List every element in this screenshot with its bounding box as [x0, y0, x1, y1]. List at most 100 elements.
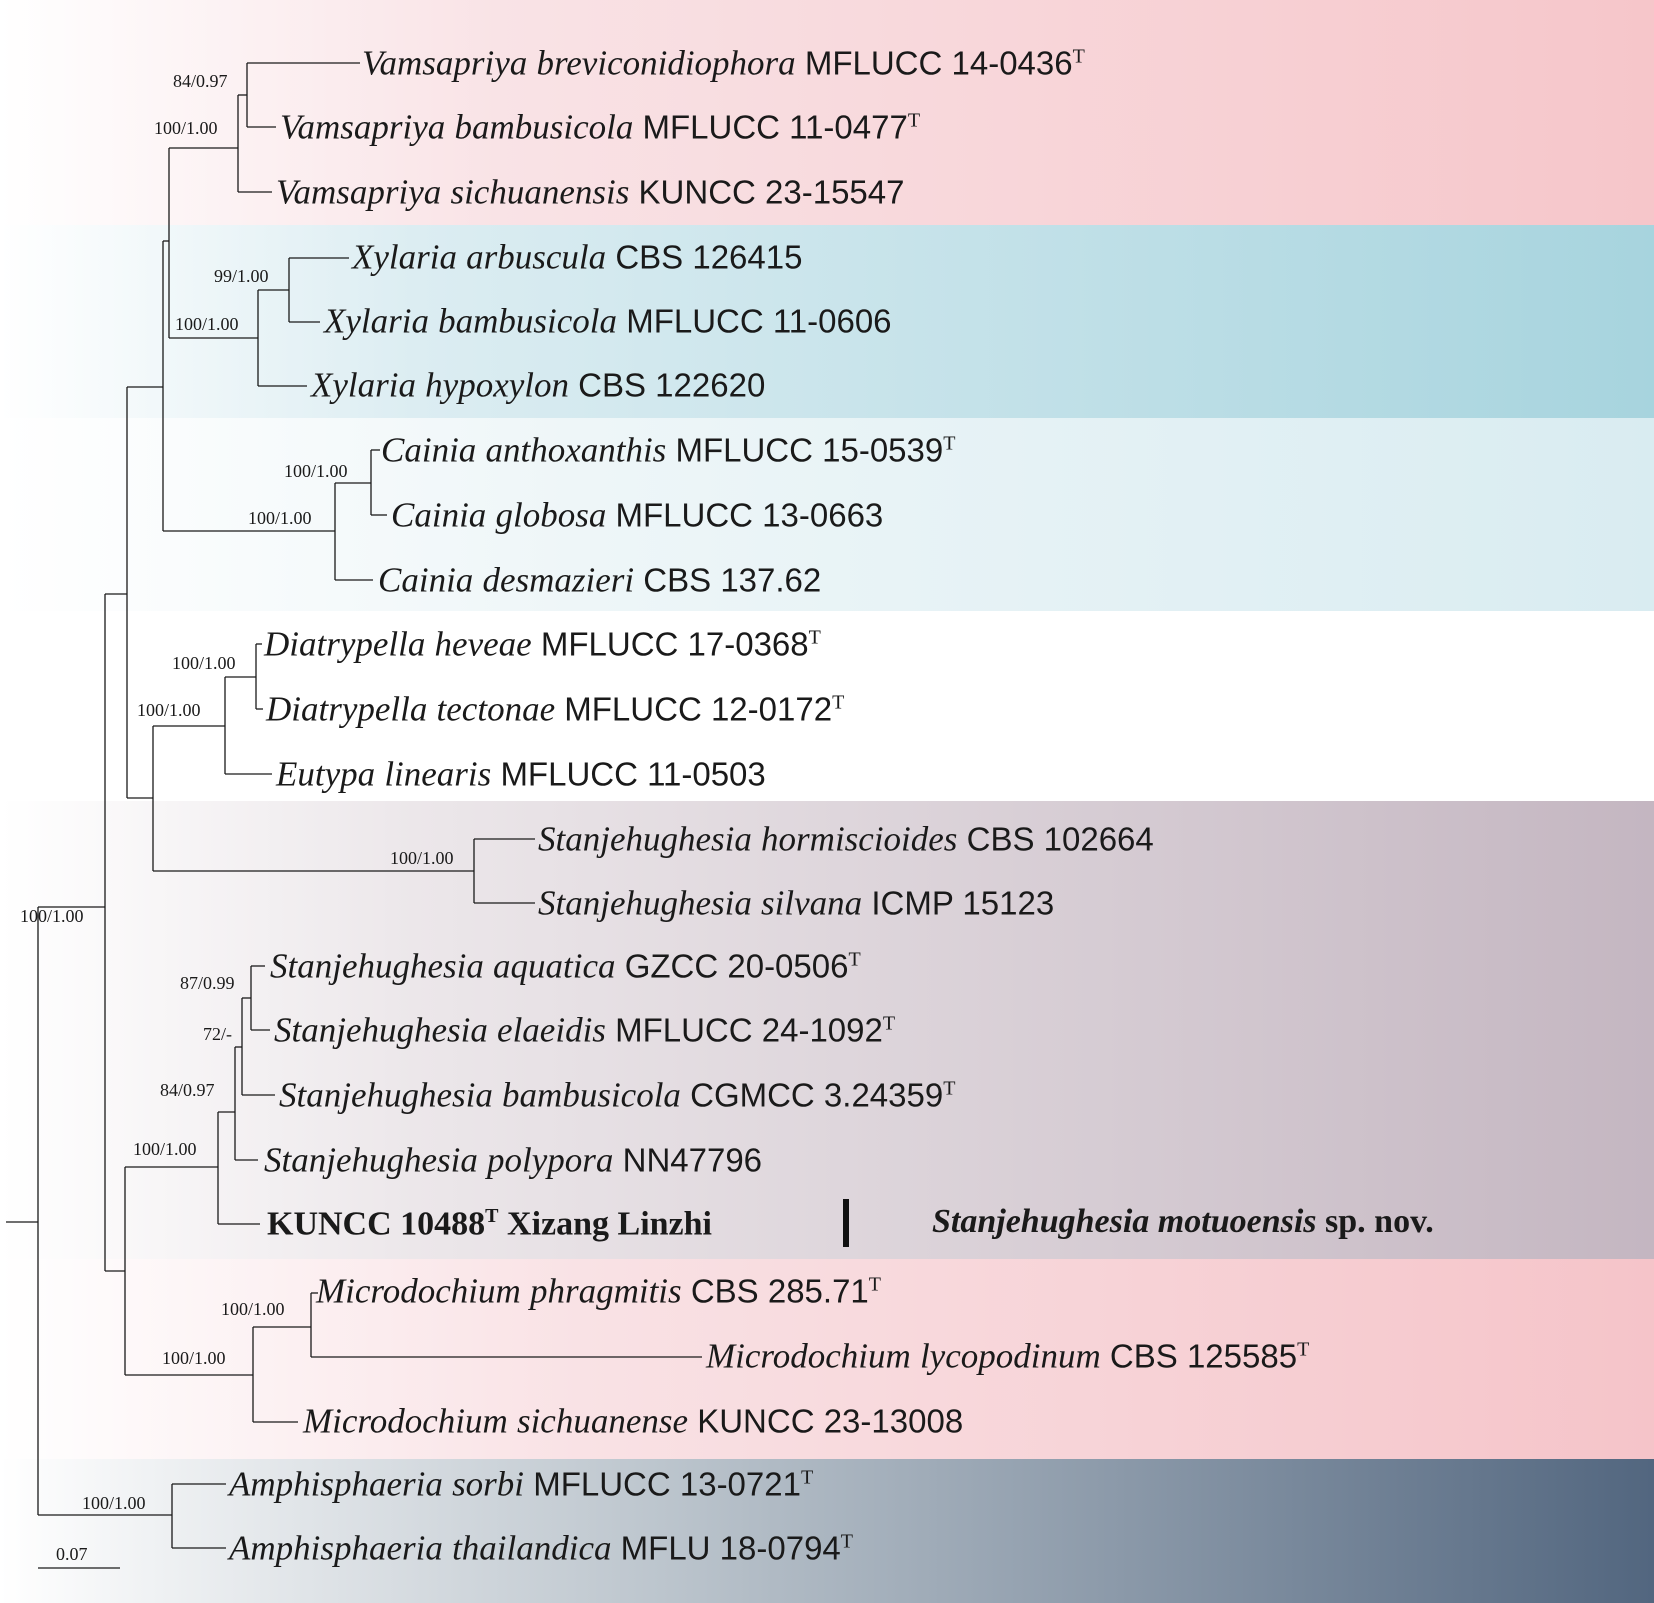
- support-value: 100/1.00: [390, 848, 454, 868]
- strain-number: KUNCC 10488: [267, 1205, 486, 1243]
- taxon-label: Diatrypella tectonae MFLUCC 12-0172T: [266, 689, 844, 729]
- taxon-label: Cainia anthoxanthis MFLUCC 15-0539T: [381, 430, 956, 470]
- genus-name: Diatrypella: [264, 624, 426, 664]
- genus-name: Stanjehughesia: [538, 819, 752, 859]
- genus-name: Amphisphaeria: [229, 1464, 443, 1504]
- species-epithet: elaeidis: [497, 1010, 606, 1050]
- species-epithet: tectonae: [436, 689, 556, 729]
- strain-number: MFLU 18-0794: [620, 1529, 841, 1567]
- type-strain-mark: T: [848, 948, 861, 971]
- support-value: 100/1.00: [172, 653, 236, 673]
- species-epithet: desmazieri: [482, 560, 635, 600]
- strain-number: MFLUCC 13-0663: [615, 496, 884, 534]
- taxon-label: Stanjehughesia silvana ICMP 15123: [538, 883, 1054, 923]
- amphisphaeria-clade-band: [0, 1459, 1654, 1603]
- support-value: 100/1.00: [133, 1139, 197, 1159]
- species-epithet: thailandica: [452, 1528, 612, 1568]
- support-value: 100/1.00: [82, 1493, 146, 1513]
- species-epithet: aquatica: [493, 946, 616, 986]
- support-value: 99/1.00: [214, 266, 269, 286]
- strain-number: CBS 125585: [1109, 1337, 1298, 1375]
- species-epithet: bambusicola: [454, 107, 634, 147]
- species-epithet: arbuscula: [466, 237, 607, 277]
- genus-name: Microdochium: [706, 1336, 911, 1376]
- strain-number: GZCC 20-0506: [624, 947, 849, 985]
- taxon-label: Amphisphaeria thailandica MFLU 18-0794T: [229, 1528, 853, 1568]
- strain-number: MFLUCC 17-0368: [540, 625, 809, 663]
- taxon-label: Vamsapriya breviconidiophora MFLUCC 14-0…: [362, 43, 1085, 83]
- genus-name: Cainia: [381, 430, 477, 470]
- support-value: 100/1.00: [20, 906, 84, 926]
- taxon-label: Cainia desmazieri CBS 137.62: [378, 560, 822, 600]
- type-strain-mark: T: [943, 1077, 956, 1100]
- species-epithet: sorbi: [452, 1464, 525, 1504]
- taxon-label: Microdochium phragmitis CBS 285.71T: [316, 1271, 881, 1311]
- diatrypella-eutypa-clade-band: [0, 611, 1654, 801]
- type-strain-mark: T: [840, 1530, 853, 1553]
- taxon-label: Vamsapriya bambusicola MFLUCC 11-0477T: [280, 107, 921, 147]
- species-epithet: lycopodinum: [919, 1336, 1101, 1376]
- scale-bar-label: 0.07: [56, 1544, 88, 1564]
- species-epithet: hormiscioides: [761, 819, 958, 859]
- species-epithet: bambusicola: [502, 1075, 681, 1115]
- support-value: 100/1.00: [175, 314, 239, 334]
- support-value: 84/0.97: [160, 1080, 215, 1100]
- support-value: 100/1.00: [248, 508, 312, 528]
- taxon-label: Cainia globosa MFLUCC 13-0663: [391, 495, 884, 535]
- strain-number: KUNCC 23-13008: [697, 1402, 964, 1440]
- type-strain-mark: T: [485, 1205, 499, 1228]
- strain-number: KUNCC 23-15547: [638, 173, 905, 211]
- genus-name: Stanjehughesia: [264, 1140, 478, 1180]
- new-strain-label: KUNCC 10488T Xizang Linzhi: [267, 1205, 712, 1243]
- support-value: 87/0.99: [180, 973, 235, 993]
- taxon-label: Xylaria arbuscula CBS 126415: [352, 237, 802, 277]
- strain-number: MFLUCC 11-0606: [626, 302, 892, 340]
- genus-name: Microdochium: [316, 1271, 521, 1311]
- vamsapriya-clade-band: [0, 0, 1654, 225]
- support-value: 100/1.00: [137, 700, 201, 720]
- species-epithet: hypoxylon: [425, 365, 569, 405]
- support-value: 100/1.00: [162, 1348, 226, 1368]
- genus-name: Cainia: [391, 495, 487, 535]
- strain-number: MFLUCC 11-0503: [500, 755, 766, 793]
- species-epithet: globosa: [495, 495, 607, 535]
- strain-number: MFLUCC 14-0436: [804, 44, 1073, 82]
- type-strain-mark: T: [800, 1466, 814, 1489]
- new-species-label: Stanjehughesia motuoensis sp. nov.: [932, 1203, 1434, 1241]
- taxon-label: Eutypa linearis MFLUCC 11-0503: [276, 755, 766, 793]
- strain-number: CBS 285.71: [690, 1272, 869, 1310]
- species-epithet: anthoxanthis: [485, 430, 667, 470]
- genus-name: Amphisphaeria: [229, 1528, 443, 1568]
- support-value: 100/1.00: [221, 1299, 285, 1319]
- species-epithet: sichuanensis: [450, 172, 630, 212]
- taxon-label: Xylaria hypoxylon CBS 122620: [311, 365, 765, 405]
- new-species-name: Stanjehughesia motuoensis: [932, 1203, 1317, 1240]
- taxon-label: Microdochium sichuanense KUNCC 23-13008: [303, 1402, 964, 1440]
- strain-number: CBS 137.62: [643, 561, 822, 599]
- type-strain-mark: T: [882, 1012, 896, 1035]
- genus-name: Cainia: [378, 560, 474, 600]
- taxon-label: Stanjehughesia aquatica GZCC 20-0506T: [270, 946, 861, 986]
- support-value: 72/-: [203, 1024, 232, 1044]
- type-strain-mark: T: [1297, 1338, 1310, 1361]
- support-value: 100/1.00: [154, 118, 218, 138]
- cainia-clade-band: [0, 418, 1654, 611]
- genus-name: Diatrypella: [266, 689, 428, 729]
- genus-name: Vamsapriya: [362, 43, 528, 83]
- species-epithet: silvana: [761, 883, 863, 923]
- genus-name: Xylaria: [324, 301, 429, 341]
- taxon-label: Amphisphaeria sorbi MFLUCC 13-0721T: [229, 1464, 814, 1504]
- type-strain-mark: T: [943, 432, 956, 455]
- species-epithet: polypora: [487, 1140, 614, 1180]
- strain-number: MFLUCC 15-0539: [675, 431, 944, 469]
- new-species-suffix: sp. nov.: [1325, 1203, 1434, 1240]
- strain-number: NN47796: [622, 1141, 763, 1179]
- type-strain-mark: T: [907, 109, 921, 132]
- strain-number: MFLUCC 11-0477: [642, 108, 908, 146]
- genus-name: Xylaria: [311, 365, 416, 405]
- locality: Xizang Linzhi: [507, 1205, 712, 1243]
- species-epithet: bambusicola: [438, 301, 618, 341]
